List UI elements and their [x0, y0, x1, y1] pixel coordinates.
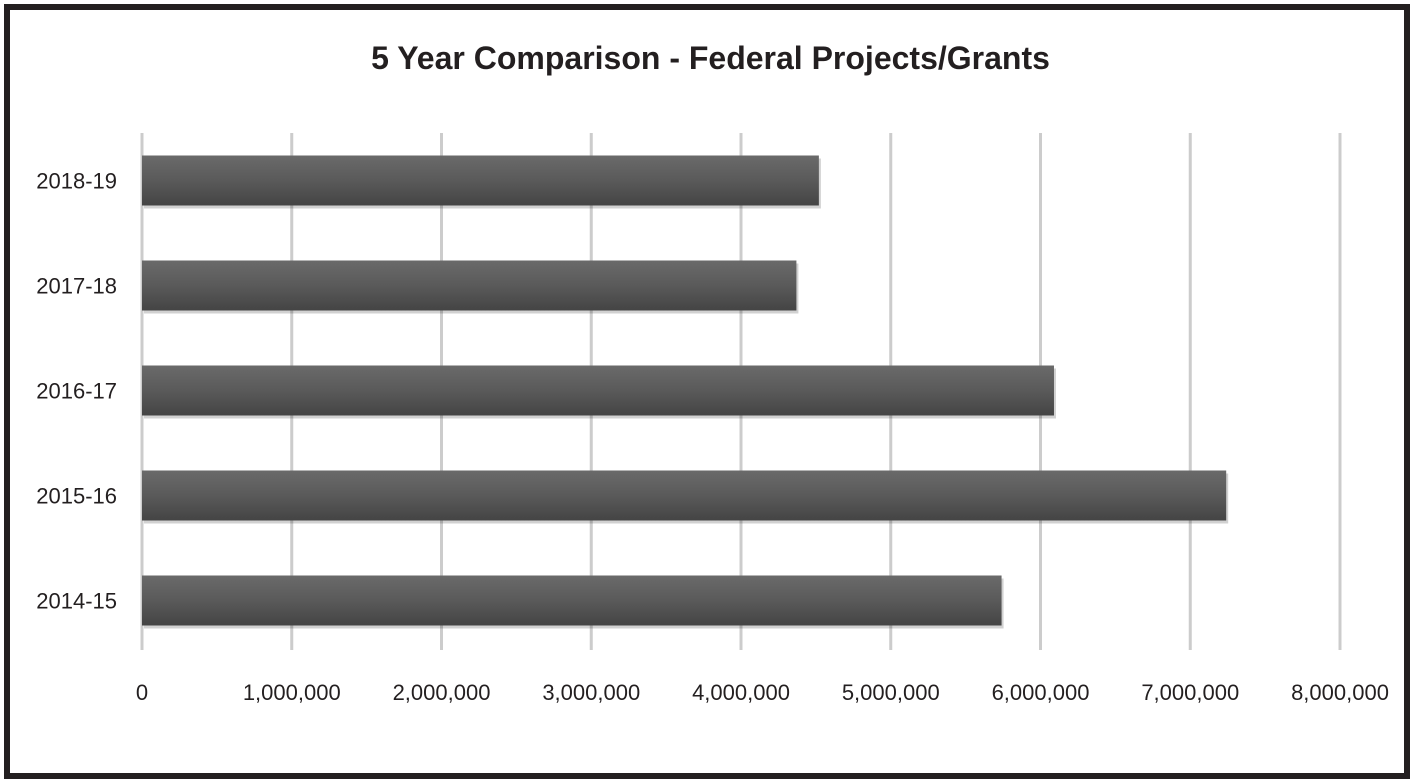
x-tick-label: 3,000,000: [542, 680, 640, 705]
category-label: 2015-16: [36, 484, 117, 509]
bar-2017-18: [142, 260, 797, 311]
category-labels: 2018-19 2017-18 2016-17 2015-16 2014-15: [36, 169, 117, 614]
category-label: 2017-18: [36, 274, 117, 299]
category-label: 2018-19: [36, 169, 117, 194]
category-label: 2014-15: [36, 589, 117, 614]
x-tick-label: 0: [136, 680, 148, 705]
x-tick-labels: 0 1,000,000 2,000,000 3,000,000 4,000,000 5,0…: [136, 680, 1389, 705]
x-tick-label: 6,000,000: [992, 680, 1090, 705]
x-tick-label: 7,000,000: [1141, 680, 1239, 705]
bar-2014-15: [142, 575, 1002, 626]
bar-2015-16: [142, 470, 1227, 521]
bar-2016-17: [142, 365, 1054, 416]
x-tick-label: 5,000,000: [842, 680, 940, 705]
category-label: 2016-17: [36, 379, 117, 404]
chart-title: 5 Year Comparison - Federal Projects/Gra…: [371, 40, 1050, 76]
x-tick-label: 1,000,000: [243, 680, 341, 705]
x-tick-label: 2,000,000: [393, 680, 491, 705]
bar-2018-19: [142, 155, 819, 206]
x-tick-label: 4,000,000: [692, 680, 790, 705]
bars: [142, 155, 1229, 629]
x-tick-label: 8,000,000: [1291, 680, 1389, 705]
